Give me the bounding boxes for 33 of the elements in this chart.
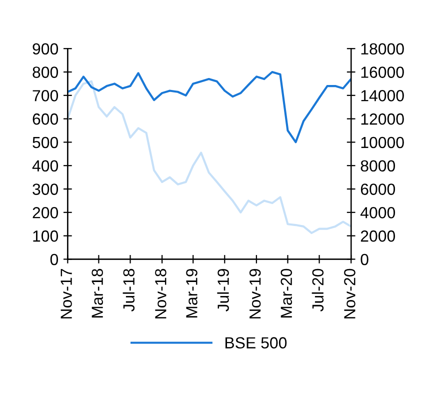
y2-tick-label: 4000	[360, 207, 396, 218]
x-tick-label: Nov-20	[344, 268, 356, 318]
y-tick-label: 900	[32, 43, 58, 55]
line-series	[68, 80, 352, 234]
y-tick-label: 300	[32, 184, 58, 195]
y-tick-label: 800	[32, 66, 58, 78]
y2-tick-label: 10000	[361, 136, 404, 148]
y-tick-label: 200	[32, 207, 58, 218]
x-tick-label: Jul-18	[122, 268, 135, 312]
x-tick-label: Mar-19	[186, 268, 198, 318]
y2-tick-label: 6000	[360, 184, 396, 195]
x-tick-label: Jul-19	[217, 268, 229, 312]
y-tick-label: 500	[32, 136, 58, 148]
x-tick-label: Mar-18	[92, 268, 103, 318]
x-tick-label: Jul-20	[312, 268, 324, 312]
y2-tick-label: 14000	[361, 90, 404, 102]
y2-tick-label: 18000	[361, 43, 404, 55]
text: BSE 500	[225, 337, 287, 348]
y-tick-label: 0	[50, 254, 58, 266]
y-tick-label: 600	[32, 113, 58, 125]
x-tick-label: Nov-18	[155, 268, 166, 318]
y-tick-label: 400	[32, 160, 58, 172]
y-tick-label: 700	[32, 90, 58, 102]
y2-tick-label: 2000	[360, 230, 396, 242]
x-tick-label: Nov-19	[249, 268, 261, 318]
x-tick-label: Mar-20	[280, 268, 292, 318]
y2-tick-label: 0	[360, 254, 368, 266]
line-series	[68, 70, 352, 144]
y2-tick-label: 16000	[361, 66, 404, 78]
y2-tick-label: 12000	[361, 113, 404, 125]
y-tick-label: 100	[33, 230, 58, 242]
y2-tick-label: 8000	[360, 160, 396, 172]
x-tick-label: Nov-17	[60, 269, 72, 318]
